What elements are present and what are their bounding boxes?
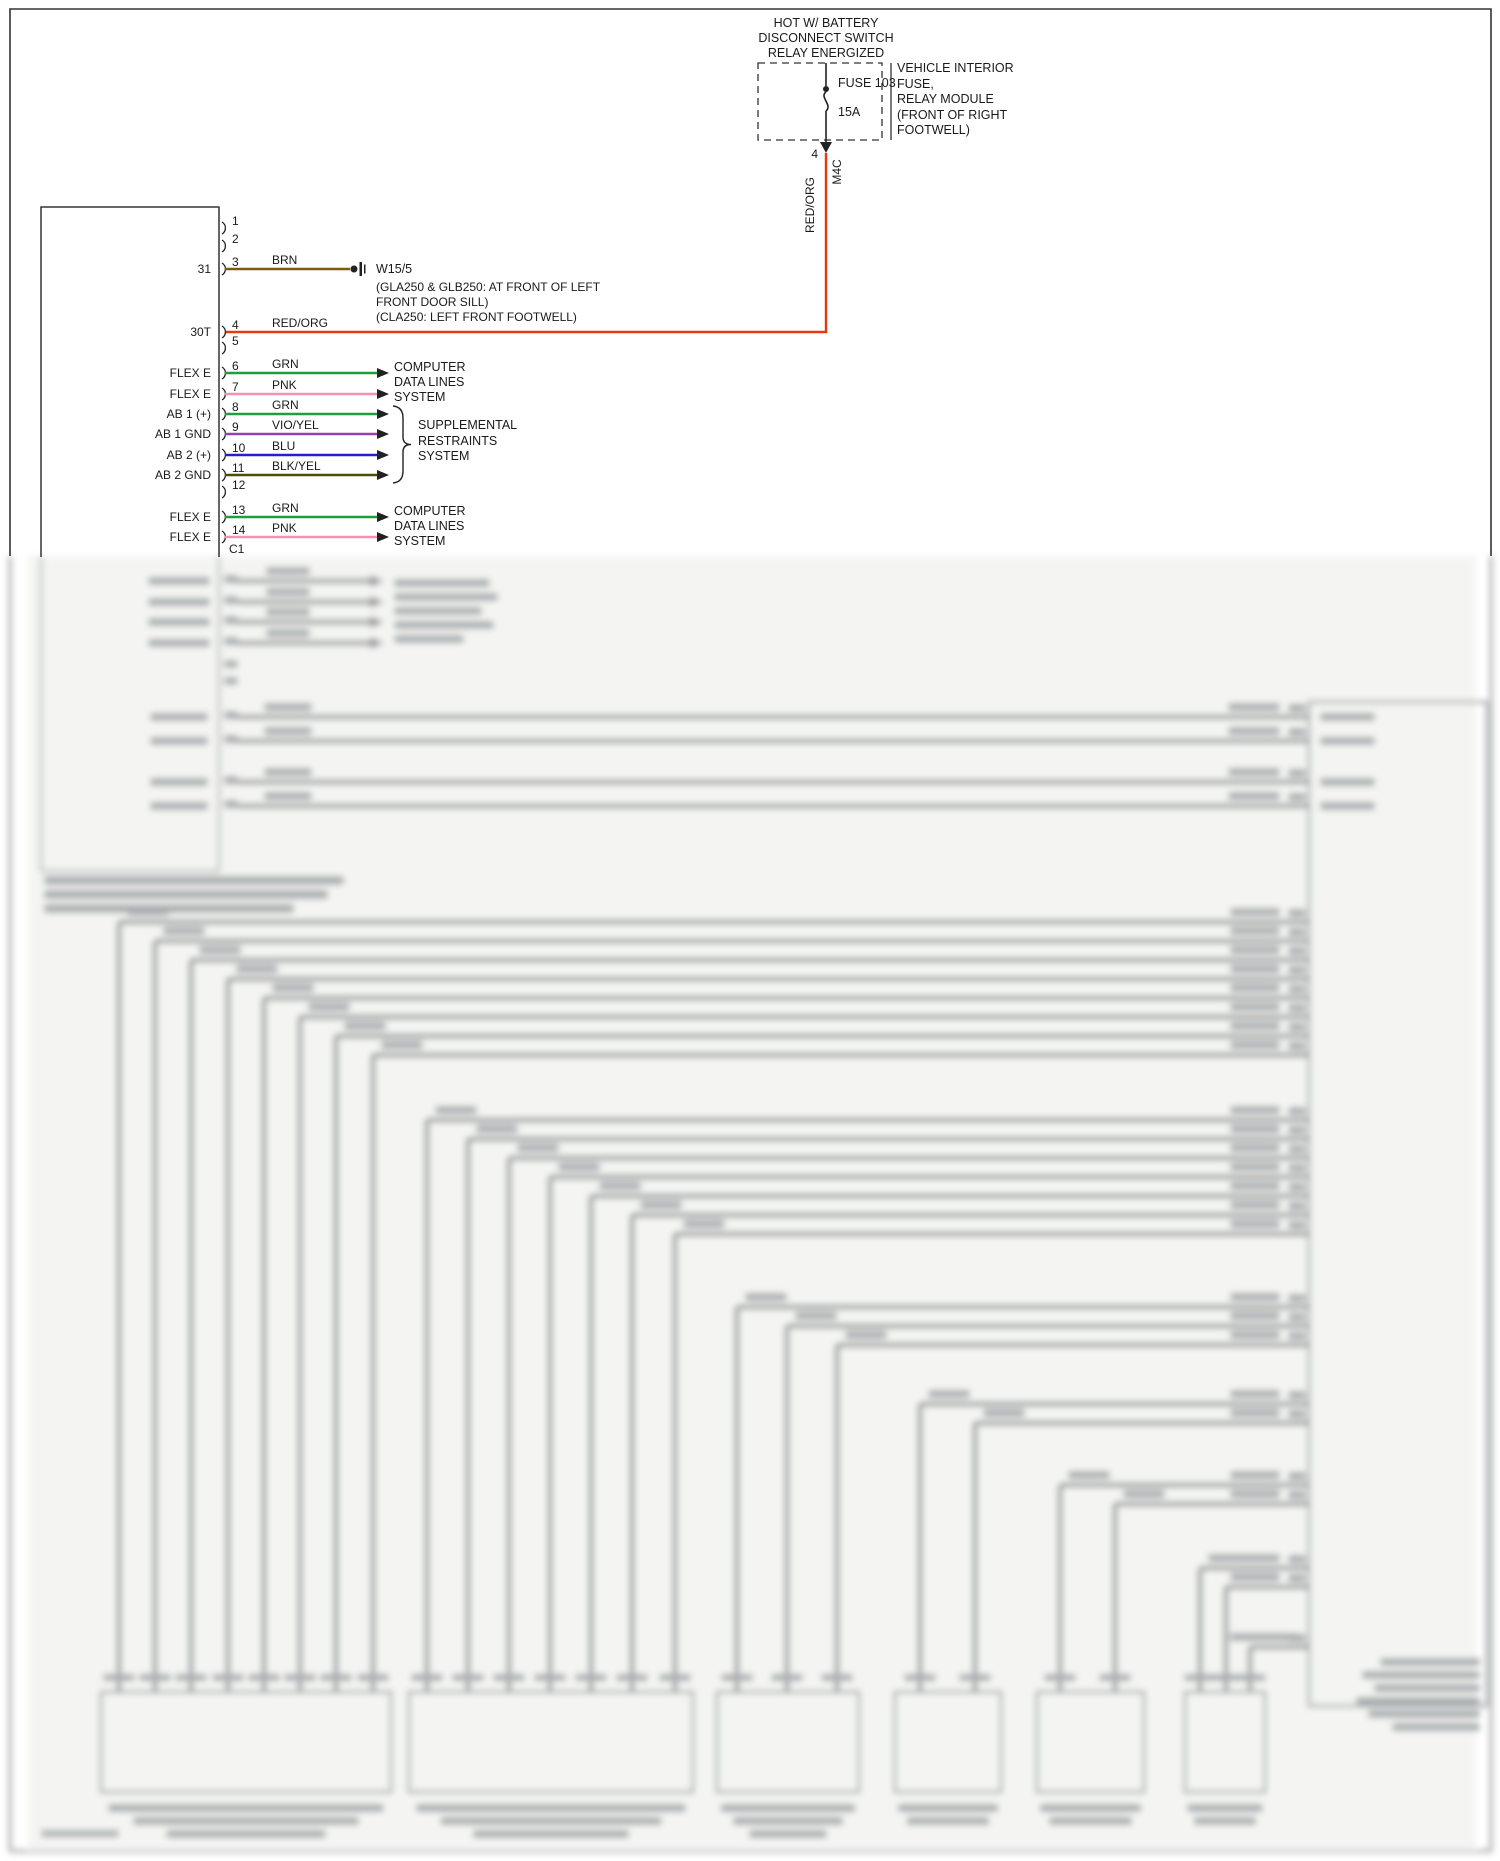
- pin-sockets: [221, 221, 226, 544]
- connector-m4c-label: M4C: [830, 159, 844, 185]
- pin-number: 1: [232, 214, 239, 228]
- connector-wires: [225, 267, 377, 539]
- module-label: (FRONT OF RIGHT: [897, 108, 1008, 122]
- wire-color-labels: BRN RED/ORG GRN PNK GRN VIO/YEL BLU BLK/…: [272, 253, 328, 535]
- wire-color-label: GRN: [272, 398, 299, 412]
- arrow-right-icon: [377, 409, 389, 419]
- pin-number: 12: [232, 478, 246, 492]
- pin-number: 8: [232, 400, 239, 414]
- pin-left-label: FLEX E: [170, 530, 211, 544]
- pin-left-label: AB 1 (+): [167, 407, 211, 421]
- wire-color-label: RED/ORG: [272, 316, 328, 330]
- pin-number: 5: [232, 334, 239, 348]
- splice-note: (CLA250: LEFT FRONT FOOTWELL): [376, 310, 577, 324]
- hot-source-label: DISCONNECT SWITCH: [758, 31, 893, 45]
- brace-icon: [392, 405, 412, 484]
- splice-note: (GLA250 & GLB250: AT FRONT OF LEFT: [376, 280, 601, 294]
- module-label: VEHICLE INTERIOR: [897, 61, 1014, 75]
- pin-left-label: 31: [198, 262, 212, 276]
- pin-number: 11: [232, 461, 245, 475]
- splice-dot-icon: [350, 265, 358, 273]
- dest-computer-data-lines: COMPUTER: [394, 504, 466, 518]
- pin-number: 6: [232, 359, 239, 373]
- vertical-wire-color-label: RED/ORG: [803, 177, 817, 233]
- splice-bar-icon: [364, 264, 366, 274]
- pin-number: 7: [232, 380, 239, 394]
- destination-labels: COMPUTER DATA LINES SYSTEM SUPPLEMENTAL …: [392, 360, 517, 548]
- hot-source-label: RELAY ENERGIZED: [768, 46, 884, 60]
- fuse-pin-label: 4: [811, 147, 818, 161]
- pin-numbers: 1 2 3 4 5 6 7 8 9 10 11 12 13 14 C1: [229, 214, 246, 556]
- pin-left-label: FLEX E: [170, 510, 211, 524]
- pin-left-label: FLEX E: [170, 387, 211, 401]
- destination-arrows: [377, 368, 389, 542]
- fuse-name: FUSE 103: [838, 76, 896, 90]
- fuse-rating: 15A: [838, 105, 861, 119]
- wire-color-label: BLK/YEL: [272, 459, 321, 473]
- blurred-wiring-region: [9, 556, 1492, 1852]
- power-source-section: HOT W/ BATTERY DISCONNECT SWITCH RELAY E…: [757, 16, 1014, 233]
- wire-color-label: PNK: [272, 378, 297, 392]
- arrow-right-icon: [377, 532, 389, 542]
- splice-bar-icon: [359, 262, 362, 276]
- wire-color-label: GRN: [272, 357, 299, 371]
- arrow-right-icon: [377, 429, 389, 439]
- pin-number: 10: [232, 441, 246, 455]
- pin-left-label: 30T: [190, 325, 211, 339]
- wire-color-label: BRN: [272, 253, 297, 267]
- dest-computer-data-lines: SYSTEM: [394, 534, 445, 548]
- pin-number: 9: [232, 420, 239, 434]
- page-border: [9, 8, 1492, 556]
- splice-w15-5: W15/5 (GLA250 & GLB250: AT FRONT OF LEFT…: [350, 262, 601, 324]
- pin-number: 14: [232, 523, 246, 537]
- wire-color-label: BLU: [272, 439, 295, 453]
- arrow-right-icon: [377, 512, 389, 522]
- dest-computer-data-lines: DATA LINES: [394, 375, 464, 389]
- dest-srs: RESTRAINTS: [418, 434, 497, 448]
- left-connector-box: [40, 206, 220, 557]
- arrow-down-icon: [820, 142, 832, 153]
- hot-source-label: HOT W/ BATTERY: [774, 16, 880, 30]
- sharp-wiring-region: HOT W/ BATTERY DISCONNECT SWITCH RELAY E…: [9, 8, 1492, 557]
- wire-color-label: VIO/YEL: [272, 418, 319, 432]
- fuse-module-dashed-box: [757, 62, 883, 141]
- module-label: RELAY MODULE: [897, 92, 994, 106]
- splice-id: W15/5: [376, 262, 412, 276]
- module-label: FOOTWELL): [897, 123, 970, 137]
- wire-color-label: PNK: [272, 521, 297, 535]
- pin-left-label: AB 2 GND: [155, 468, 211, 482]
- pin-number: 13: [232, 503, 246, 517]
- pin-number: 4: [232, 318, 239, 332]
- connector-id-label: C1: [229, 542, 245, 556]
- arrow-right-icon: [377, 470, 389, 480]
- pin-left-label: AB 2 (+): [167, 448, 211, 462]
- dest-computer-data-lines: COMPUTER: [394, 360, 466, 374]
- fuse-icon: [820, 63, 832, 153]
- dest-computer-data-lines: SYSTEM: [394, 390, 445, 404]
- arrow-right-icon: [377, 389, 389, 399]
- dest-srs: SYSTEM: [418, 449, 469, 463]
- arrow-right-icon: [377, 368, 389, 378]
- dest-computer-data-lines: DATA LINES: [394, 519, 464, 533]
- wire-color-label: GRN: [272, 501, 299, 515]
- pin-function-labels: 31 30T FLEX E FLEX E AB 1 (+) AB 1 GND A…: [155, 262, 212, 544]
- module-label: FUSE,: [897, 77, 934, 91]
- splice-note: FRONT DOOR SILL): [376, 295, 488, 309]
- arrow-right-icon: [377, 450, 389, 460]
- pin-left-label: FLEX E: [170, 366, 211, 380]
- pin-left-label: AB 1 GND: [155, 427, 211, 441]
- pin-number: 3: [232, 255, 239, 269]
- pin-number: 2: [232, 232, 239, 246]
- dest-srs: SUPPLEMENTAL: [418, 418, 517, 432]
- wire-red-org: [225, 153, 828, 334]
